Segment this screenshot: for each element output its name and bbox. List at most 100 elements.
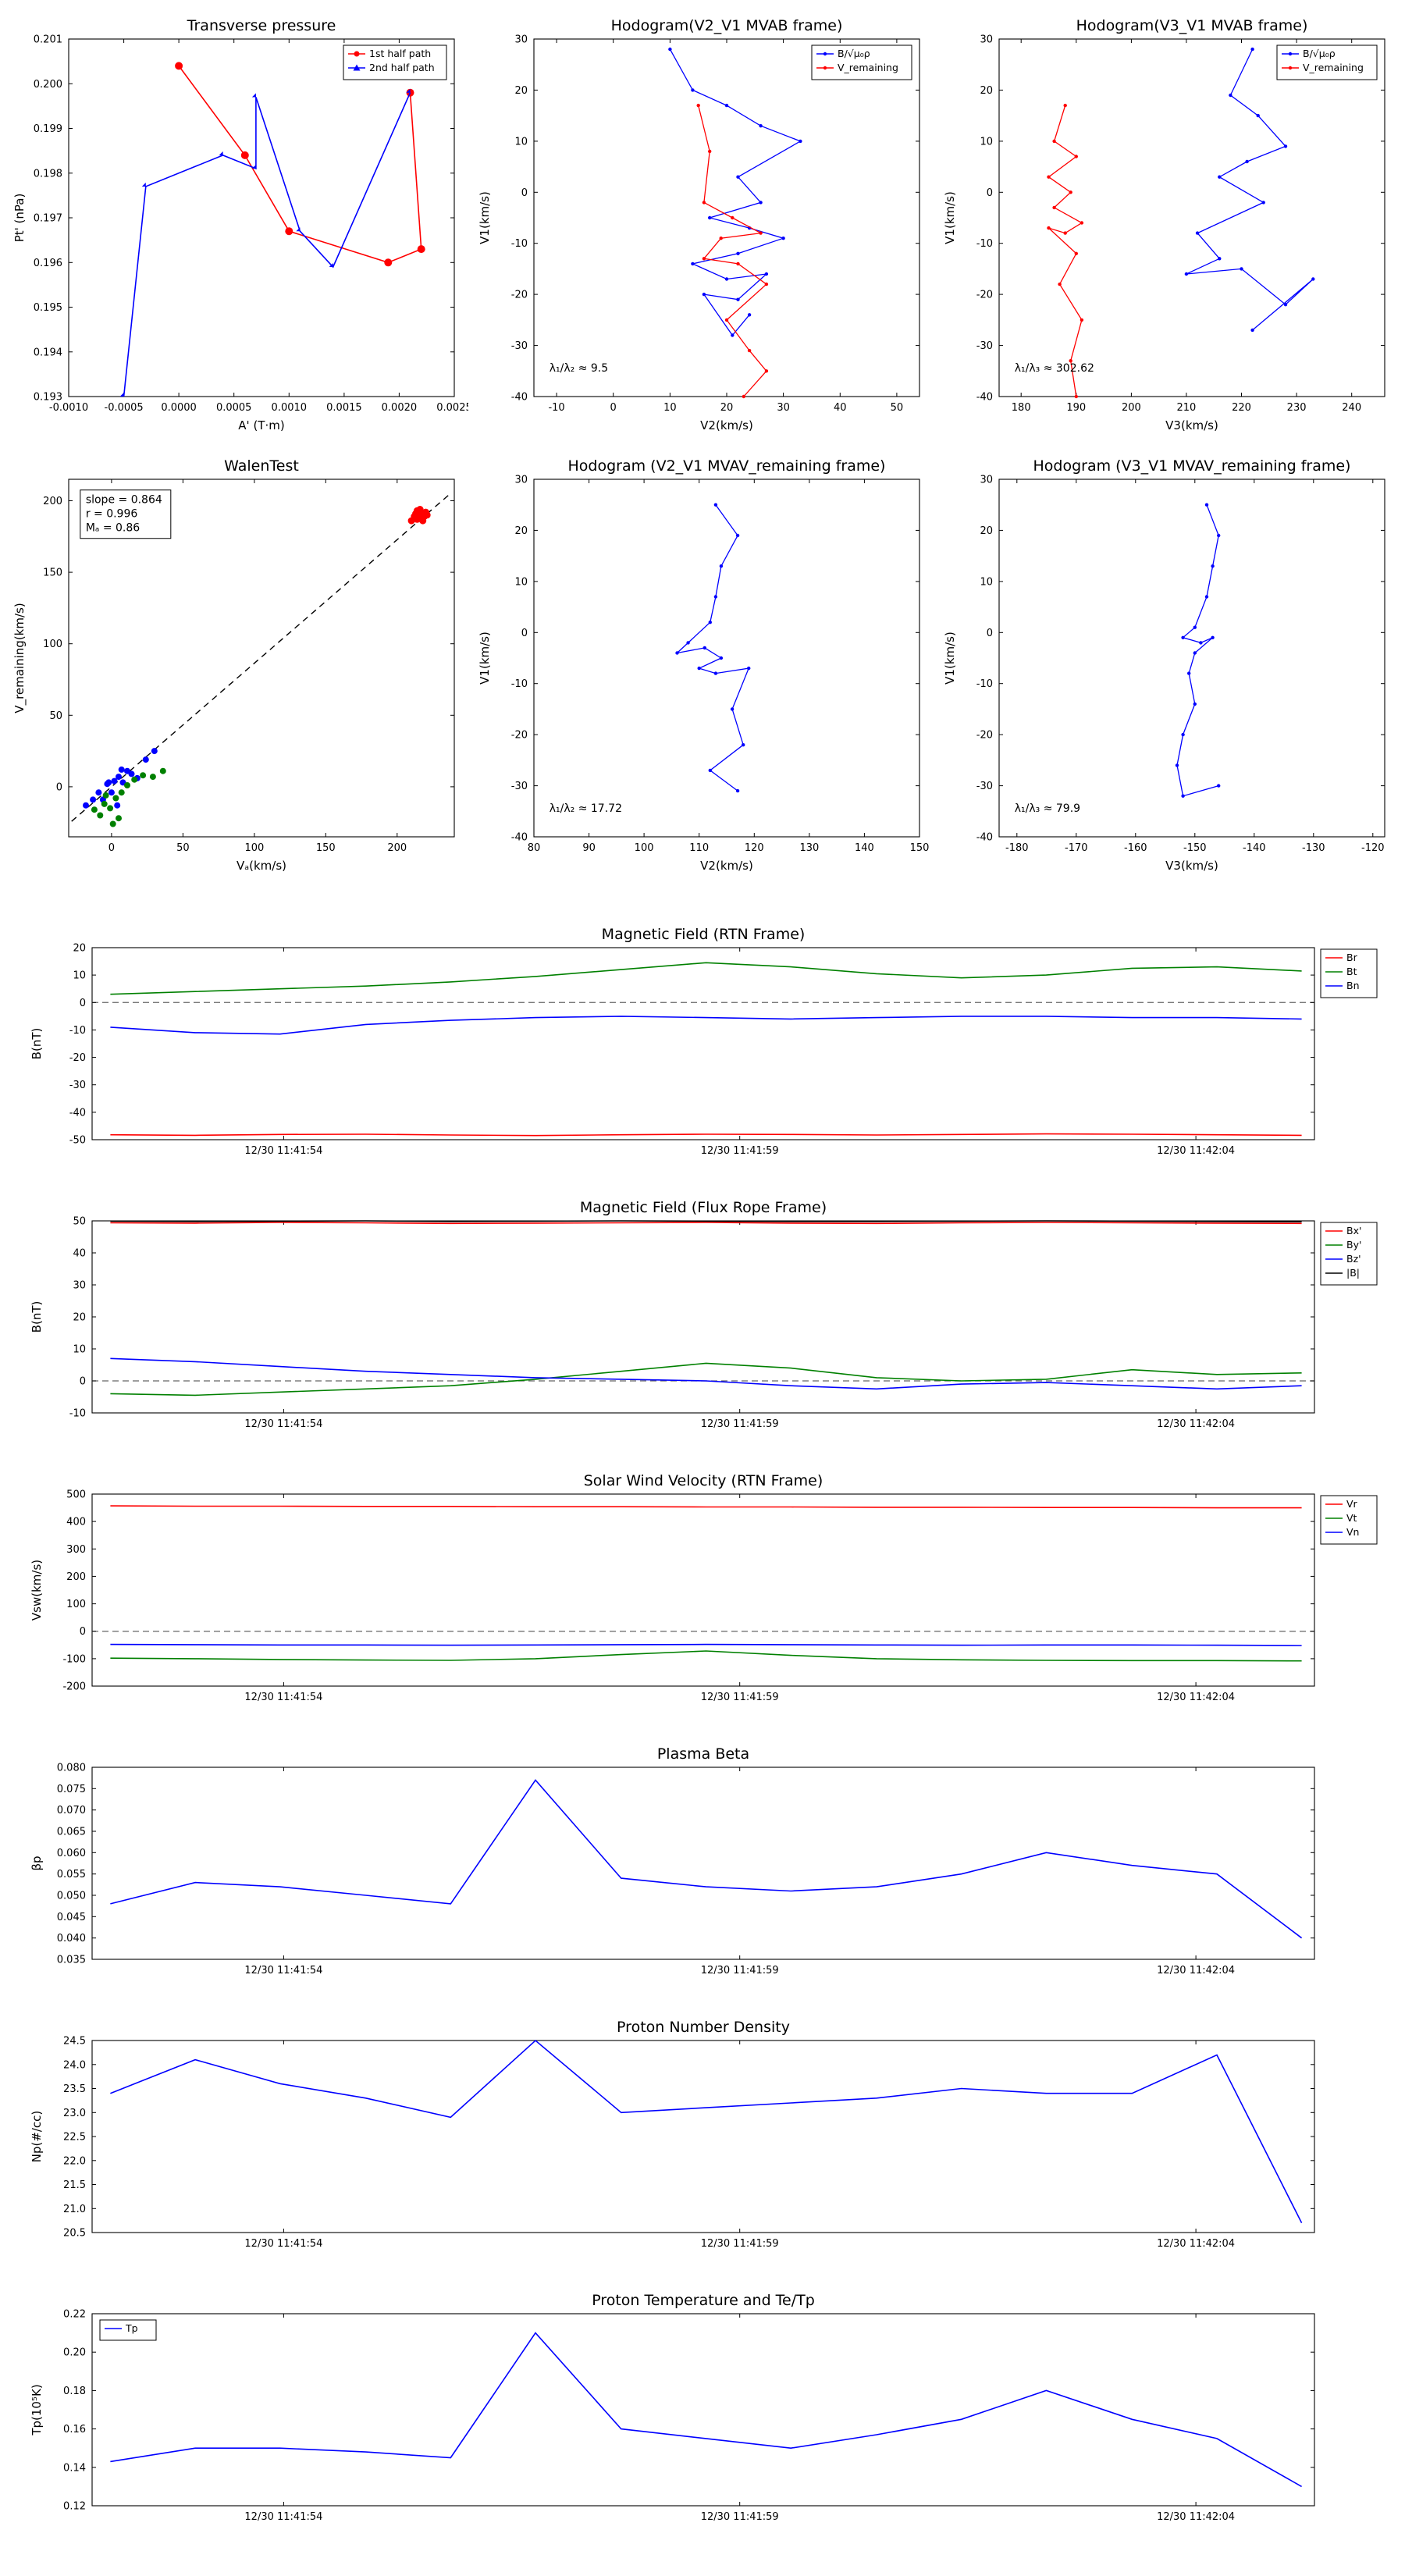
svg-text:210: 210: [1176, 402, 1196, 414]
svg-text:0.0015: 0.0015: [326, 402, 362, 414]
svg-text:-10: -10: [511, 678, 528, 690]
svg-text:0: 0: [610, 402, 617, 414]
svg-text:Br: Br: [1346, 952, 1358, 963]
svg-text:20: 20: [980, 525, 993, 537]
svg-text:λ₁/λ₃ ≈ 79.9: λ₁/λ₃ ≈ 79.9: [1015, 802, 1080, 815]
svg-text:0.050: 0.050: [57, 1891, 86, 1902]
svg-text:23.0: 23.0: [63, 2108, 86, 2119]
svg-text:-10: -10: [976, 678, 993, 690]
svg-text:-40: -40: [69, 1107, 86, 1119]
svg-text:0.22: 0.22: [63, 2309, 86, 2321]
svg-text:22.5: 22.5: [63, 2132, 86, 2144]
svg-text:V1(km/s): V1(km/s): [478, 191, 492, 244]
svg-text:V_remaining: V_remaining: [838, 62, 898, 73]
svg-text:23.5: 23.5: [63, 2083, 86, 2095]
svg-text:22.0: 22.0: [63, 2155, 86, 2167]
chart-canvas: 180 190 200 210 220 230 240 -40 -30 -20 -10 0 10 20 30…: [943, 17, 1385, 432]
svg-text:V2(km/s): V2(km/s): [700, 859, 753, 873]
chart-canvas: -10 0 10 20 30 40 50 -40 -30 -20 -10 0 10 20 30 λ₁/λ₂ ≈…: [478, 17, 920, 432]
svg-text:A' (T·m): A' (T·m): [238, 418, 284, 432]
svg-text:Vn: Vn: [1346, 1526, 1359, 1538]
svg-text:0.0000: 0.0000: [161, 402, 197, 414]
chart-canvas: 80 90 100 110 120 130 140 150 -40 -30 -20 -10 0 10 20 3…: [478, 457, 930, 873]
svg-text:-40: -40: [976, 832, 993, 844]
svg-text:V1(km/s): V1(km/s): [943, 191, 957, 244]
svg-text:120: 120: [745, 842, 764, 854]
svg-text:40: 40: [834, 402, 847, 414]
svg-text:10: 10: [73, 970, 86, 982]
svg-text:Tp: Tp: [125, 2322, 138, 2334]
svg-text:Bx': Bx': [1346, 1225, 1361, 1236]
svg-text:r = 0.996: r = 0.996: [86, 508, 138, 521]
svg-text:20: 20: [980, 85, 993, 97]
svg-text:200: 200: [387, 842, 407, 854]
svg-text:100: 100: [635, 842, 654, 854]
svg-text:Proton Temperature and Te/Tp: Proton Temperature and Te/Tp: [592, 2292, 815, 2309]
svg-text:0.0005: 0.0005: [216, 402, 252, 414]
second-chart-row: 0 50 100 150 200 0 50 100 150 200 slope = 0.864 r =…: [0, 448, 1405, 888]
svg-text:0.16: 0.16: [63, 2424, 86, 2435]
svg-text:Transverse pressure: Transverse pressure: [187, 17, 336, 34]
svg-text:Bz': Bz': [1346, 1253, 1361, 1265]
svg-text:200: 200: [1122, 402, 1141, 414]
svg-text:180: 180: [1012, 402, 1031, 414]
svg-text:0: 0: [108, 842, 115, 854]
svg-text:V1(km/s): V1(km/s): [478, 632, 492, 685]
chart-canvas: 12/30 11:41:54 12/30 11:41:59 12/30 11:42:…: [30, 2019, 1315, 2250]
svg-text:0.080: 0.080: [57, 1763, 86, 1774]
svg-text:-180: -180: [1005, 842, 1029, 854]
svg-text:12/30 11:41:59: 12/30 11:41:59: [701, 2511, 779, 2523]
chart-hodogram-v3v1-mvav: -180 -170 -160 -150 -140 -130 -120 -40 -30 -20 -10…: [934, 448, 1399, 888]
top-chart-row: -0.0010 -0.0005 0.0000 0.0005 0.0010 0.0015 0.…: [0, 8, 1405, 448]
svg-text:-150: -150: [1183, 842, 1207, 854]
svg-text:12/30 11:41:59: 12/30 11:41:59: [701, 1145, 779, 1157]
svg-text:-0.0005: -0.0005: [105, 402, 144, 414]
chart-plasma-beta: 12/30 11:41:54 12/30 11:41:59 12/30 11:42:…: [0, 1739, 1405, 2005]
svg-text:Hodogram(V3_V1 MVAB frame): Hodogram(V3_V1 MVAB frame): [1076, 17, 1308, 34]
svg-text:50: 50: [73, 1216, 86, 1228]
svg-text:Proton Number Density: Proton Number Density: [617, 2019, 790, 2036]
svg-text:20: 20: [720, 402, 734, 414]
svg-text:240: 240: [1342, 402, 1361, 414]
svg-text:V_remaining: V_remaining: [1303, 62, 1364, 73]
svg-text:-20: -20: [511, 290, 528, 301]
svg-text:190: 190: [1066, 402, 1086, 414]
svg-text:12/30 11:41:54: 12/30 11:41:54: [244, 2238, 322, 2250]
svg-text:20: 20: [73, 943, 86, 955]
svg-text:12/30 11:42:04: 12/30 11:42:04: [1157, 1965, 1235, 1976]
svg-text:By': By': [1346, 1239, 1361, 1251]
svg-text:10: 10: [980, 136, 993, 148]
svg-text:30: 30: [73, 1280, 86, 1292]
svg-text:0.14: 0.14: [63, 2462, 86, 2474]
svg-text:24.0: 24.0: [63, 2059, 86, 2071]
svg-text:0.0020: 0.0020: [382, 402, 418, 414]
svg-text:0.196: 0.196: [34, 258, 62, 269]
svg-text:0: 0: [987, 628, 993, 639]
svg-text:Magnetic Field (RTN Frame): Magnetic Field (RTN Frame): [602, 926, 806, 943]
svg-text:0: 0: [80, 998, 86, 1009]
svg-text:150: 150: [910, 842, 930, 854]
svg-text:Pt' (nPa): Pt' (nPa): [12, 194, 27, 243]
svg-text:Vr: Vr: [1346, 1498, 1358, 1510]
svg-text:Tp(10⁵K): Tp(10⁵K): [30, 2384, 44, 2435]
svg-text:0: 0: [987, 187, 993, 199]
chart-canvas: 12/30 11:41:54 12/30 11:41:59 12/30 11:42:…: [30, 926, 1378, 1157]
svg-text:0: 0: [521, 628, 528, 639]
svg-text:B(nT): B(nT): [30, 1028, 44, 1060]
svg-text:12/30 11:41:59: 12/30 11:41:59: [701, 1965, 779, 1976]
svg-text:-10: -10: [69, 1408, 86, 1420]
svg-text:30: 30: [980, 34, 993, 46]
svg-text:-140: -140: [1243, 842, 1266, 854]
svg-text:0: 0: [521, 187, 528, 199]
svg-text:-30: -30: [511, 781, 528, 792]
svg-text:10: 10: [514, 576, 528, 588]
svg-text:0.0025: 0.0025: [436, 402, 468, 414]
svg-text:Vt: Vt: [1346, 1512, 1357, 1524]
svg-text:-200: -200: [62, 1681, 86, 1693]
svg-text:50: 50: [176, 842, 190, 854]
svg-text:300: 300: [66, 1544, 86, 1556]
svg-text:110: 110: [689, 842, 709, 854]
svg-text:-10: -10: [976, 238, 993, 250]
svg-text:0.197: 0.197: [34, 213, 62, 225]
chart-canvas: -180 -170 -160 -150 -140 -130 -120 -40 -30 -20 -10…: [943, 457, 1385, 873]
